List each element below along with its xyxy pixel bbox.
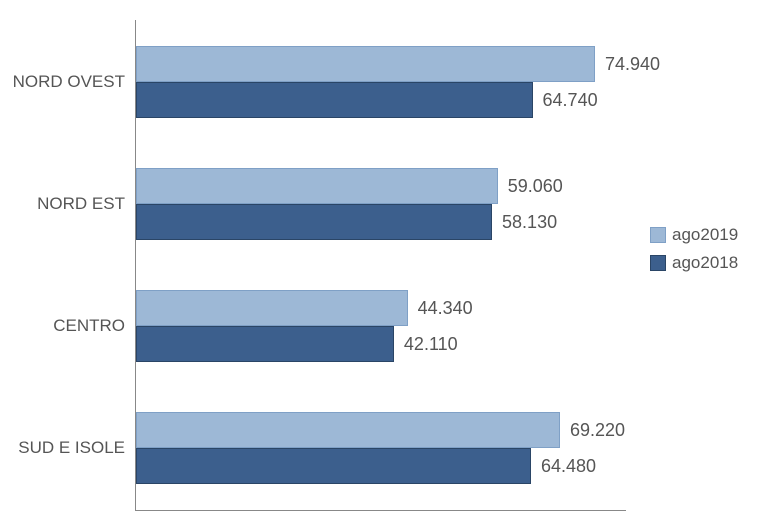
category-label: CENTRO [5,316,125,336]
bar-ago2019 [136,46,595,82]
bar-group: 69.220 64.480 [136,412,626,484]
legend-label: ago2019 [672,225,738,245]
category-label: NORD EST [5,194,125,214]
legend: ago2019 ago2018 [650,225,738,281]
bar-group: 44.340 42.110 [136,290,626,362]
value-label: 42.110 [404,334,458,355]
category-label: SUD E ISOLE [5,438,125,458]
bar-group: 59.060 58.130 [136,168,626,240]
value-label: 59.060 [508,176,563,197]
value-label: 58.130 [502,212,557,233]
plot-area: 74.94064.740 59.060 58.130 44.340 42.110 69.2… [135,20,626,511]
value-label: 69.220 [570,420,625,441]
bar-ago2019 [136,412,560,448]
value-label: 74.940 [605,54,660,75]
bar-ago2018 [136,448,531,484]
bar-ago2018 [136,82,533,118]
bar-ago2018 [136,204,492,240]
bar-group: 74.94064.740 [136,46,626,118]
bar-ago2019 [136,290,408,326]
value-label: 64.480 [541,456,596,477]
legend-item: ago2018 [650,253,738,273]
value-label: 64.740 [543,90,598,111]
bar-ago2019 [136,168,498,204]
category-label: NORD OVEST [5,72,125,92]
legend-swatch-ago2018 [650,255,666,271]
legend-item: ago2019 [650,225,738,245]
legend-label: ago2018 [672,253,738,273]
bar-ago2018 [136,326,394,362]
legend-swatch-ago2019 [650,227,666,243]
value-label: 44.340 [418,298,473,319]
